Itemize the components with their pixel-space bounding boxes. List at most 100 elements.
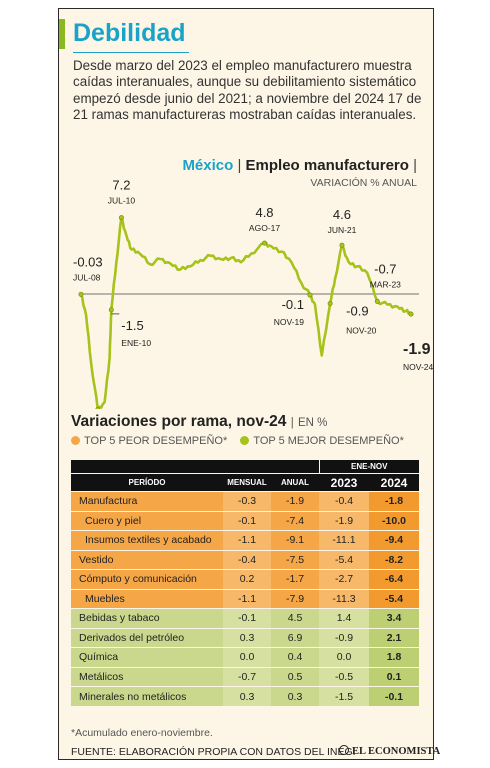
legend-best-label: TOP 5 MEJOR DESEMPEÑO* (253, 435, 404, 447)
annotation-label: NOV-19 (274, 317, 305, 327)
annotation-label: ENE-10 (121, 338, 151, 348)
annotation-label: JUL-08 (73, 272, 101, 282)
row-mensual: -1.1 (223, 588, 271, 609)
annotation-value: -0.1 (282, 297, 304, 312)
table-header-periodo: PERÍODO (71, 473, 223, 492)
annotation-value: 4.8 (255, 205, 273, 220)
table-row: Derivados del petróleo 0.3 6.9 -0.9 2.1 (71, 627, 419, 648)
row-2023: -11.3 (319, 588, 369, 609)
table-row: Manufactura -0.3 -1.9 -0.4 -1.8 (71, 491, 419, 511)
legend-worst: TOP 5 PEOR DESEMPEÑO* (71, 435, 227, 447)
annotation-label: AGO-17 (249, 223, 280, 233)
annotation-label: JUL-10 (108, 196, 136, 206)
source-note: FUENTE: ELABORACIÓN PROPIA CON DATOS DEL… (71, 746, 356, 758)
brand-mark-icon (339, 745, 349, 755)
chart-subject: Empleo manufacturero (245, 157, 409, 174)
annotation-label: NOV-24 (403, 362, 434, 372)
row-2024: -10.0 (369, 510, 419, 531)
title-accent-bar (59, 19, 65, 49)
chart-separator-end: | (413, 157, 417, 174)
row-anual: 0.3 (271, 686, 319, 706)
row-name: Bebidas y tabaco (71, 608, 223, 628)
table-header-mensual: MENSUAL (223, 473, 271, 492)
annotation-value: -0.03 (73, 254, 103, 269)
intro-paragraph: Desde marzo del 2023 el empleo manufactu… (73, 58, 422, 123)
row-mensual: 0.3 (223, 686, 271, 706)
chart-unit: VARIACIÓN % ANUAL (310, 177, 417, 189)
row-2023: -1.9 (319, 510, 369, 531)
annotation-point (118, 215, 124, 221)
table-row: Bebidas y tabaco -0.1 4.5 1.4 3.4 (71, 608, 419, 628)
table-group-header: ENE-NOV (318, 459, 419, 474)
annotation-point (95, 407, 101, 409)
annotation-label: JUN-21 (328, 225, 357, 235)
row-mensual: -0.1 (223, 608, 271, 628)
table-row: Química 0.0 0.4 0.0 1.8 (71, 647, 419, 667)
row-anual: -1.7 (271, 569, 319, 589)
table-group-header-row: ENE-NOV (71, 459, 419, 474)
chart-header: México | Empleo manufacturero | (182, 157, 417, 174)
row-mensual: -0.4 (223, 549, 271, 570)
row-anual: 0.4 (271, 647, 319, 667)
row-mensual: 0.0 (223, 647, 271, 667)
annotation-point (307, 292, 313, 298)
row-mensual: 0.2 (223, 569, 271, 589)
row-2024: 0.1 (369, 666, 419, 687)
table-header-2023: 2023 (319, 473, 369, 492)
table-row: Cuero y piel -0.1 -7.4 -1.9 -10.0 (71, 510, 419, 531)
legend-best: TOP 5 MEJOR DESEMPEÑO* (240, 435, 404, 447)
row-anual: -1.9 (271, 491, 319, 511)
row-anual: -7.4 (271, 510, 319, 531)
row-name: Cómputo y comunicación (71, 569, 223, 589)
employment-line-chart: -0.03JUL-087.2JUL-10-1.5ENE-10-10.9MAY-0… (73, 178, 434, 409)
annotation-point (374, 298, 380, 304)
row-name: Química (71, 647, 223, 667)
row-2024: 1.8 (369, 647, 419, 667)
row-2023: -0.5 (319, 666, 369, 687)
row-2023: -5.4 (319, 549, 369, 570)
annotation-value: -1.5 (121, 318, 143, 333)
row-2023: 1.4 (319, 608, 369, 628)
section-unit: EN % (298, 417, 328, 429)
row-anual: 4.5 (271, 608, 319, 628)
row-2023: -2.7 (319, 569, 369, 589)
legend-best-dot (240, 436, 250, 445)
row-mensual: -0.7 (223, 666, 271, 687)
annotation-label: NOV-20 (346, 326, 377, 336)
legend-worst-label: TOP 5 PEOR DESEMPEÑO* (84, 435, 228, 447)
branch-table: ENE-NOV PERÍODO MENSUAL ANUAL 2023 2024 … (71, 459, 419, 706)
annotation-point (262, 240, 268, 246)
section-separator: | (290, 417, 294, 429)
row-2024: -6.4 (369, 569, 419, 589)
row-2023: -1.5 (319, 686, 369, 706)
row-name: Vestido (71, 549, 223, 570)
table-row: Muebles -1.1 -7.9 -11.3 -5.4 (71, 588, 419, 609)
row-anual: 0.5 (271, 666, 319, 687)
annotation-value: -0.7 (374, 261, 396, 276)
row-anual: -9.1 (271, 530, 319, 550)
row-2023: -0.4 (319, 491, 369, 511)
chart-country: México (182, 157, 234, 174)
row-2024: -0.1 (369, 686, 419, 706)
series-line (79, 216, 413, 409)
annotation-point (408, 311, 414, 317)
row-name: Cuero y piel (71, 510, 223, 531)
row-mensual: -0.1 (223, 510, 271, 531)
table-row: Minerales no metálicos 0.3 0.3 -1.5 -0.1 (71, 686, 419, 706)
annotation-value: 7.2 (112, 178, 130, 193)
row-2024: -1.8 (369, 491, 419, 511)
annotation-value: 4.6 (333, 207, 351, 222)
row-name: Muebles (71, 588, 223, 609)
row-2024: 3.4 (369, 608, 419, 628)
row-mensual: -1.1 (223, 530, 271, 550)
row-2024: -5.4 (369, 588, 419, 609)
row-2023: -0.9 (319, 627, 369, 648)
annotation-point (78, 291, 84, 297)
table-header-2024: 2024 (369, 473, 419, 492)
annotation-point (339, 242, 345, 248)
chart-separator: | (237, 157, 242, 174)
title-underline (73, 52, 189, 53)
annotation-label: MAR-23 (370, 279, 401, 289)
row-2023: 0.0 (319, 647, 369, 667)
row-mensual: 0.3 (223, 627, 271, 648)
